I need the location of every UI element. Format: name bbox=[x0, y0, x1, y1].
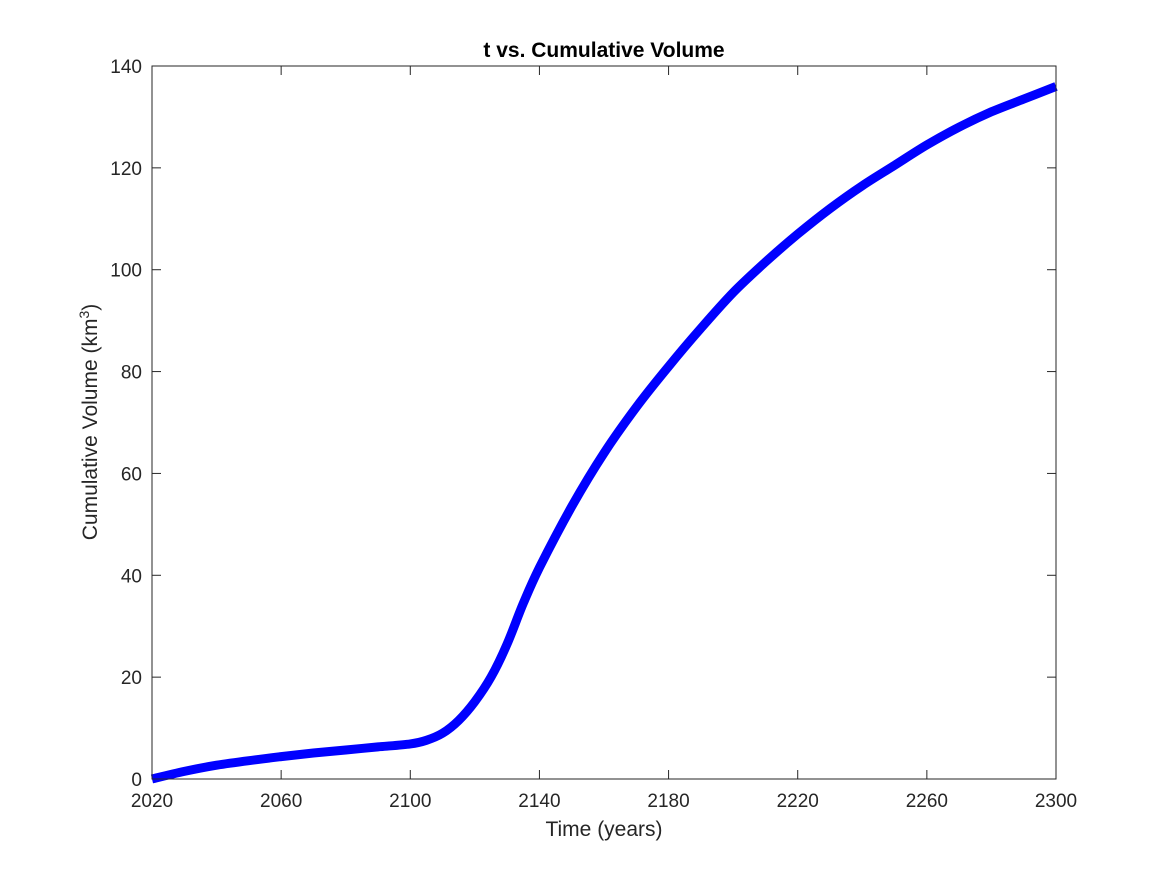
axes-box bbox=[151, 65, 1057, 780]
y-axis-label: Cumulative Volume (km3) bbox=[76, 304, 102, 541]
x-tick-label: 2260 bbox=[906, 791, 948, 812]
y-axis-label-main: Cumulative Volume (km bbox=[79, 319, 102, 541]
x-tick-label: 2300 bbox=[1035, 791, 1077, 812]
plot-area bbox=[152, 66, 1056, 779]
y-tick-label: 100 bbox=[110, 261, 142, 282]
x-axis-label: Time (years) bbox=[545, 818, 662, 841]
series-line bbox=[150, 82, 1058, 784]
x-tick-label: 2060 bbox=[260, 791, 302, 812]
y-axis-label-suffix: ) bbox=[79, 304, 102, 311]
y-tick-label: 0 bbox=[131, 770, 142, 791]
y-axis-ticks: 0 20 40 60 80 100 120 140 bbox=[110, 57, 1056, 791]
y-tick-label: 40 bbox=[121, 566, 142, 587]
x-tick-label: 2020 bbox=[131, 791, 173, 812]
x-axis-ticks: 2020 2060 2100 2140 2180 2220 2260 2300 bbox=[131, 66, 1077, 812]
y-tick-label: 140 bbox=[110, 57, 142, 78]
y-tick-label: 60 bbox=[121, 464, 142, 485]
x-tick-label: 2220 bbox=[777, 791, 819, 812]
x-tick-label: 2180 bbox=[647, 791, 689, 812]
x-tick-label: 2100 bbox=[389, 791, 431, 812]
y-axis-label-superscript: 3 bbox=[76, 311, 92, 319]
y-tick-label: 120 bbox=[110, 159, 142, 180]
y-tick-label: 80 bbox=[121, 363, 142, 384]
y-tick-label: 20 bbox=[121, 668, 142, 689]
chart-title: t vs. Cumulative Volume bbox=[483, 39, 724, 62]
x-tick-label: 2140 bbox=[518, 791, 560, 812]
